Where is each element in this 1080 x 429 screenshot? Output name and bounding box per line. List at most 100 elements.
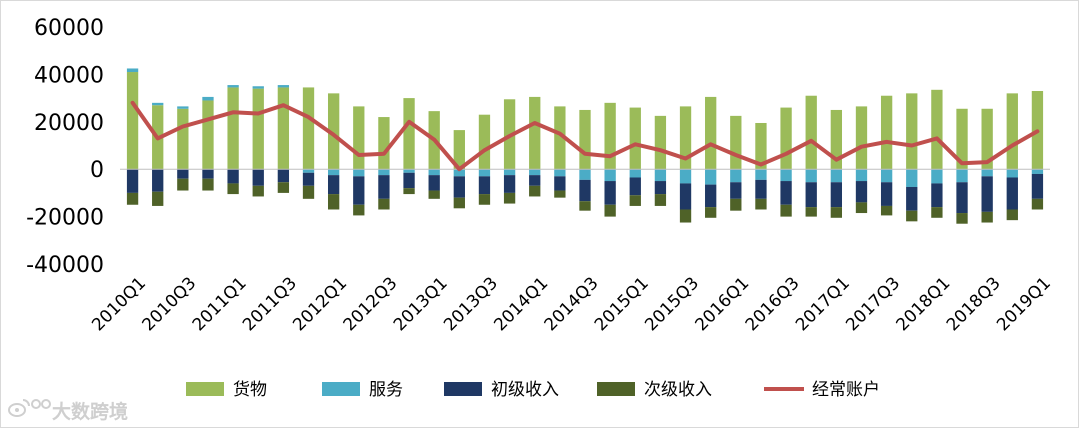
- bar-货物-2011Q1: [227, 87, 239, 170]
- x-tick-label: 2012Q1: [289, 273, 351, 335]
- bar-次级收入-2015Q1: [629, 195, 641, 206]
- x-tick-label: 2010Q3: [139, 273, 201, 335]
- bar-初级收入-2018Q4: [1006, 177, 1018, 210]
- x-tick-label: 2015Q3: [641, 273, 703, 335]
- bar-初级收入-2016Q2: [755, 179, 767, 199]
- bar-服务-2012Q1: [327, 169, 340, 176]
- weibo-logo-icon: [8, 399, 51, 417]
- bar-初级收入-2010Q3: [177, 169, 189, 179]
- bar-初级收入-2015Q3: [679, 183, 692, 210]
- bar-服务-2010Q2: [152, 102, 164, 106]
- bar-初级收入-2012Q4: [403, 172, 415, 189]
- bar-货物-2011Q4: [302, 87, 315, 170]
- y-tick-label: 0: [90, 158, 104, 183]
- bar-货物-2012Q3: [378, 117, 390, 170]
- x-tick-label: 2015Q1: [591, 273, 653, 335]
- bar-服务-2011Q4: [302, 169, 315, 173]
- watermark-text: 大数跨境: [52, 400, 128, 423]
- bar-次级收入-2018Q1: [931, 207, 943, 218]
- bar-次级收入-2017Q1: [830, 207, 843, 218]
- bar-初级收入-2014Q4: [604, 181, 616, 205]
- bar-服务-2014Q3: [579, 169, 591, 180]
- bar-服务-2013Q4: [503, 169, 516, 176]
- bar-服务-2013Q2: [453, 169, 465, 177]
- x-tick-label: 2018Q3: [943, 273, 1005, 335]
- bar-次级收入-2011Q1: [227, 183, 239, 195]
- bar-次级收入-2014Q2: [554, 190, 566, 198]
- bar-次级收入-2014Q1: [529, 185, 541, 197]
- line-经常账户: [130, 100, 1040, 172]
- legend-marker-square: [186, 382, 224, 396]
- y-tick-label: -20000: [26, 206, 104, 231]
- x-tick-label: 2010Q1: [88, 273, 150, 335]
- bar-次级收入-2014Q4: [604, 204, 616, 217]
- bar-货物-2015Q1: [629, 107, 641, 170]
- x-tick-label: 2016Q1: [691, 273, 753, 335]
- bar-初级收入-2010Q4: [202, 169, 214, 179]
- bar-货物-2017Q4: [906, 93, 918, 170]
- bar-次级收入-2013Q2: [453, 197, 465, 209]
- bar-初级收入-2019Q1: [1031, 173, 1044, 199]
- bar-货物-2011Q2: [252, 88, 264, 170]
- bar-初级收入-2015Q4: [705, 184, 717, 208]
- bar-初级收入-2011Q4: [302, 172, 315, 186]
- bar-服务-2016Q1: [730, 169, 742, 183]
- bar-次级收入-2012Q3: [378, 198, 390, 210]
- y-tick-label: 20000: [34, 111, 104, 136]
- x-tick-label: 2011Q3: [239, 273, 301, 335]
- bar-次级收入-2012Q1: [327, 194, 340, 210]
- bar-次级收入-2013Q4: [503, 192, 516, 204]
- bar-货物-2016Q3: [780, 107, 792, 170]
- x-tick-label: 2017Q1: [792, 273, 854, 335]
- bar-初级收入-2011Q2: [252, 169, 264, 186]
- y-tick-label: 40000: [34, 63, 104, 88]
- bar-货物-2014Q3: [579, 109, 591, 170]
- bar-服务-2016Q2: [755, 169, 767, 180]
- legend-label: 货物: [233, 380, 267, 400]
- bar-服务-2016Q3: [780, 169, 792, 182]
- bar-服务-2018Q2: [956, 169, 968, 183]
- bar-服务-2014Q1: [529, 169, 541, 176]
- y-tick-label: 60000: [34, 16, 104, 41]
- x-tick-label: 2012Q3: [340, 273, 402, 335]
- legend-marker-square: [322, 382, 360, 396]
- bar-货物-2017Q2: [855, 106, 868, 170]
- x-tick-label: 2018Q1: [893, 273, 955, 335]
- bar-次级收入-2015Q2: [654, 194, 667, 206]
- bar-次级收入-2017Q3: [880, 205, 893, 216]
- x-tick-label: 2019Q1: [993, 273, 1055, 335]
- bar-初级收入-2013Q1: [428, 175, 440, 191]
- bar-次级收入-2013Q1: [428, 190, 440, 199]
- bar-服务-2012Q3: [378, 169, 390, 176]
- legend-label: 次级收入: [644, 380, 712, 400]
- bar-初级收入-2015Q1: [629, 177, 641, 196]
- legend-marker-square: [444, 382, 482, 396]
- bar-初级收入-2017Q1: [830, 182, 843, 208]
- bar-次级收入-2016Q3: [780, 204, 792, 217]
- bar-次级收入-2017Q2: [855, 202, 868, 214]
- bar-货物-2013Q3: [478, 114, 491, 170]
- bar-货物-2018Q1: [931, 89, 943, 170]
- legend-marker-square: [597, 382, 635, 396]
- bar-初级收入-2010Q1: [126, 169, 139, 193]
- bar-货物-2012Q2: [353, 106, 365, 170]
- bar-初级收入-2015Q2: [654, 181, 667, 195]
- bar-次级收入-2011Q4: [302, 185, 315, 199]
- bar-初级收入-2016Q3: [780, 181, 792, 205]
- y-tick-label: -40000: [26, 253, 104, 278]
- bar-次级收入-2012Q2: [353, 204, 365, 216]
- bar-次级收入-2015Q3: [679, 209, 692, 223]
- legend-label: 服务: [369, 380, 403, 400]
- bar-初级收入-2016Q4: [805, 182, 817, 208]
- bar-次级收入-2011Q3: [277, 182, 290, 193]
- x-tick-label: 2017Q3: [842, 273, 904, 335]
- watermark: 大数跨境: [8, 399, 128, 423]
- bar-货物-2013Q2: [453, 130, 465, 170]
- bar-次级收入-2016Q2: [755, 198, 767, 210]
- bar-货物-2010Q1: [126, 72, 139, 170]
- bar-次级收入-2018Q4: [1006, 209, 1018, 221]
- bar-初级收入-2017Q2: [855, 181, 868, 203]
- line-series: [130, 100, 1040, 172]
